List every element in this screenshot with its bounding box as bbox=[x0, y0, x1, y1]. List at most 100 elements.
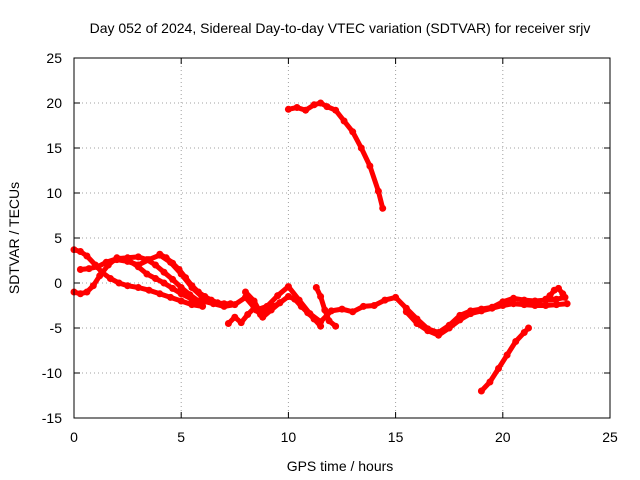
data-point bbox=[555, 284, 562, 292]
data-point bbox=[499, 302, 507, 309]
data-point bbox=[317, 293, 325, 300]
axis-ticks: 0 5 10 15 20 25 -15 -10 -5 0 5 10 15 20 25 bbox=[42, 50, 618, 445]
data-point bbox=[312, 284, 320, 291]
data-point bbox=[169, 259, 177, 267]
series-line bbox=[403, 301, 570, 338]
data-point bbox=[552, 295, 560, 303]
data-point bbox=[134, 261, 142, 269]
data-point bbox=[381, 296, 389, 304]
data-point bbox=[76, 290, 84, 298]
data-point bbox=[162, 254, 170, 262]
data-point bbox=[510, 300, 517, 308]
data-point bbox=[310, 315, 318, 323]
x-tick-label: 5 bbox=[177, 429, 185, 445]
data-point bbox=[338, 305, 346, 313]
data-point bbox=[143, 270, 151, 278]
data-point bbox=[169, 275, 177, 283]
data-point bbox=[467, 310, 475, 318]
data-point bbox=[510, 294, 517, 302]
data-point bbox=[445, 324, 453, 332]
data-point bbox=[160, 268, 168, 276]
data-point bbox=[413, 320, 421, 327]
data-point bbox=[435, 331, 442, 339]
x-tick-label: 25 bbox=[602, 429, 618, 445]
data-point bbox=[310, 101, 318, 109]
data-point bbox=[366, 162, 374, 170]
data-point bbox=[134, 284, 142, 291]
data-point bbox=[456, 316, 464, 324]
data-point bbox=[304, 309, 312, 317]
data-point bbox=[231, 313, 239, 321]
data-point bbox=[94, 263, 102, 271]
y-tick-label: 25 bbox=[46, 50, 62, 66]
data-point bbox=[124, 282, 132, 290]
data-point bbox=[359, 302, 367, 310]
data-point bbox=[209, 300, 217, 308]
data-point bbox=[194, 288, 202, 296]
data-point bbox=[83, 252, 91, 260]
data-point bbox=[293, 104, 301, 111]
data-point bbox=[167, 293, 174, 301]
data-point bbox=[392, 293, 400, 301]
data-point bbox=[156, 250, 164, 258]
data-point bbox=[220, 302, 228, 310]
data-point bbox=[152, 261, 159, 269]
data-point bbox=[177, 297, 185, 305]
data-point bbox=[424, 327, 432, 335]
data-point bbox=[177, 284, 185, 291]
data-point bbox=[357, 144, 365, 152]
data-point bbox=[327, 307, 335, 315]
data-point bbox=[102, 259, 110, 267]
data-point bbox=[244, 311, 252, 318]
data-point bbox=[531, 302, 539, 309]
data-point bbox=[495, 365, 502, 372]
data-point bbox=[224, 320, 232, 327]
data-point bbox=[317, 322, 325, 330]
data-point bbox=[85, 265, 93, 273]
data-point bbox=[325, 317, 333, 325]
data-point bbox=[542, 302, 550, 309]
data-point bbox=[96, 272, 104, 280]
data-point bbox=[332, 106, 340, 114]
data-point bbox=[169, 284, 177, 292]
y-tick-label: -5 bbox=[50, 320, 63, 336]
data-point bbox=[323, 103, 331, 111]
data-point bbox=[115, 279, 123, 287]
series-track-13 bbox=[477, 324, 532, 395]
data-point bbox=[182, 274, 189, 282]
data-point bbox=[297, 302, 305, 310]
data-point bbox=[267, 306, 275, 314]
data-point bbox=[76, 266, 84, 273]
y-tick-label: 20 bbox=[46, 95, 62, 111]
data-point bbox=[175, 266, 183, 273]
data-point bbox=[134, 253, 142, 261]
data-point bbox=[284, 105, 292, 113]
data-point bbox=[186, 291, 194, 299]
data-series bbox=[70, 99, 571, 395]
data-point bbox=[525, 324, 532, 332]
data-point bbox=[477, 307, 485, 315]
data-point bbox=[552, 301, 560, 309]
data-point bbox=[321, 306, 329, 314]
data-point bbox=[231, 301, 239, 309]
series-track-8 bbox=[242, 288, 284, 321]
data-point bbox=[520, 329, 528, 336]
chart-title: Day 052 of 2024, Sidereal Day-to-day VTE… bbox=[90, 20, 591, 36]
data-point bbox=[83, 288, 91, 296]
data-point bbox=[250, 297, 258, 305]
series-track-12 bbox=[284, 99, 387, 212]
data-point bbox=[242, 288, 249, 296]
data-point bbox=[559, 290, 567, 298]
x-tick-label: 20 bbox=[495, 429, 511, 445]
data-point bbox=[276, 299, 284, 307]
data-point bbox=[188, 282, 196, 290]
data-point bbox=[374, 187, 382, 195]
data-point bbox=[284, 293, 292, 300]
data-point bbox=[340, 117, 348, 125]
data-point bbox=[546, 292, 554, 300]
grid-lines bbox=[74, 58, 610, 418]
series-track-11 bbox=[542, 284, 567, 303]
data-point bbox=[402, 308, 410, 316]
data-point bbox=[284, 283, 292, 291]
